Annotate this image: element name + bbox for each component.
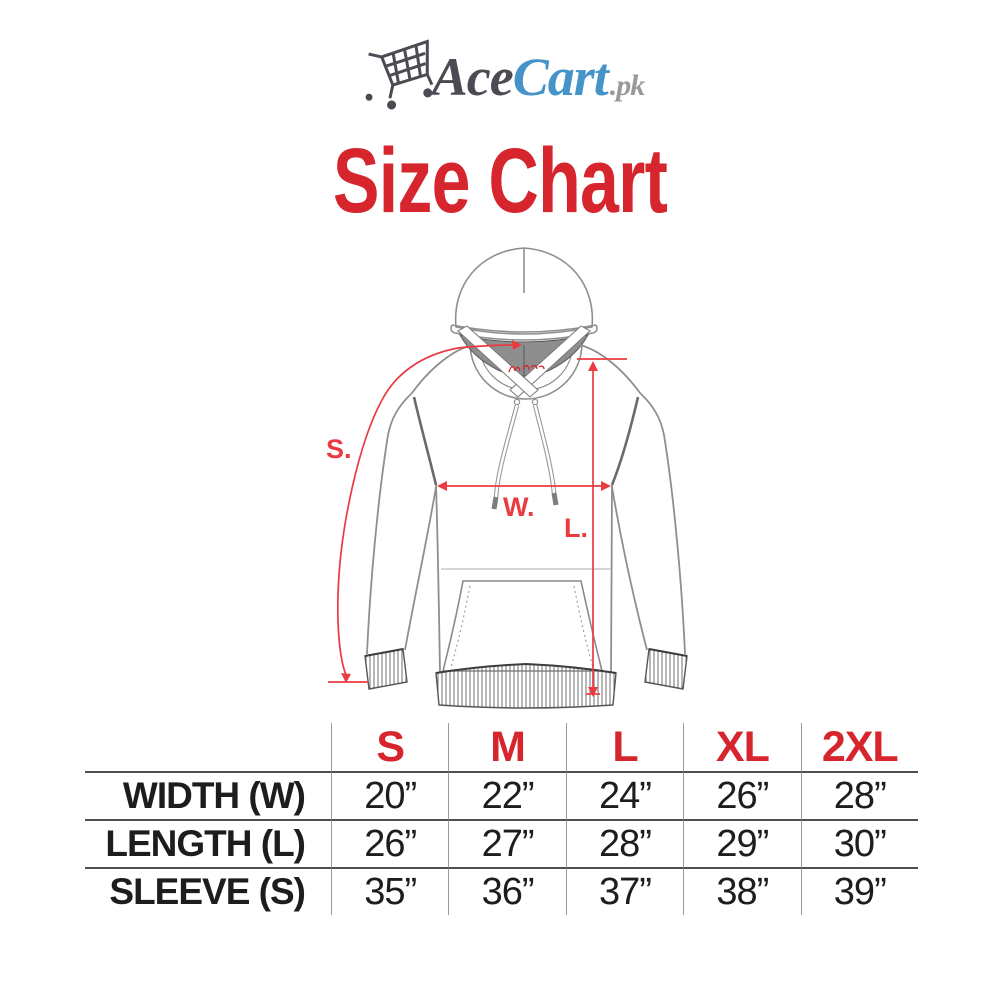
hoodie-drawing: S. W. L. (326, 247, 688, 709)
width-l: 24” (565, 771, 684, 819)
row-label-length: LENGTH (L) (85, 819, 331, 867)
sleeve-s: 35” (331, 867, 449, 915)
raglan-seam-left (412, 396, 438, 486)
body-side-right (610, 484, 613, 673)
hoodie-diagram: S. W. L. (300, 235, 720, 715)
length-l: 28” (565, 819, 684, 867)
width-2xl: 28” (800, 771, 918, 819)
width-s: 20” (331, 771, 449, 819)
sleeve-label: S. (326, 434, 352, 464)
col-header-2xl: 2XL (800, 723, 918, 771)
size-table: S M L XL 2XL WIDTH (W) 20” 22” 24” 26” 2… (85, 723, 918, 915)
cuff-right (644, 648, 688, 690)
brand-ace: Ace (431, 47, 514, 107)
logo-text: Ace Cart .pk (432, 46, 645, 108)
hem-band (435, 662, 617, 709)
length-label: L. (564, 513, 588, 543)
col-header-s: S (331, 723, 448, 771)
sleeve-right-outer (639, 392, 686, 655)
width-xl: 26” (683, 771, 801, 819)
shopping-cart-icon (365, 39, 434, 110)
sleeve-measure-line (328, 340, 522, 683)
length-s: 26” (331, 819, 449, 867)
length-m: 27” (448, 819, 566, 867)
width-measure-arrow (437, 481, 611, 491)
corner-cell (85, 723, 331, 771)
sleeve-left-outer (366, 392, 413, 655)
sleeve-xl: 38” (683, 867, 801, 915)
hood (450, 247, 598, 341)
length-xl: 29” (683, 819, 801, 867)
body-side-left (435, 484, 441, 673)
page-title: Size Chart (332, 130, 668, 232)
hood-v-panels (457, 325, 591, 398)
row-label-sleeve: SLEEVE (S) (85, 867, 331, 915)
col-header-l: L (565, 723, 683, 771)
hood-brand-mark (508, 364, 545, 373)
brand-domain: .pk (609, 69, 645, 102)
cuff-left (364, 648, 408, 690)
sleeve-right-inner (611, 486, 648, 651)
width-label: W. (503, 492, 535, 522)
col-header-m: M (448, 723, 565, 771)
length-2xl: 30” (800, 819, 918, 867)
sleeve-l: 37” (565, 867, 684, 915)
store-logo: Ace Cart .pk (0, 38, 1000, 116)
row-label-width: WIDTH (W) (85, 771, 331, 819)
raglan-seam-right (610, 396, 640, 486)
col-header-xl: XL (683, 723, 800, 771)
length-measure-line (577, 358, 627, 697)
width-m: 22” (448, 771, 566, 819)
kangaroo-pocket (441, 580, 604, 672)
brand-cart: Cart (512, 47, 609, 107)
sleeve-left-inner (404, 486, 437, 651)
sleeve-2xl: 39” (800, 867, 918, 915)
sleeve-m: 36” (448, 867, 566, 915)
